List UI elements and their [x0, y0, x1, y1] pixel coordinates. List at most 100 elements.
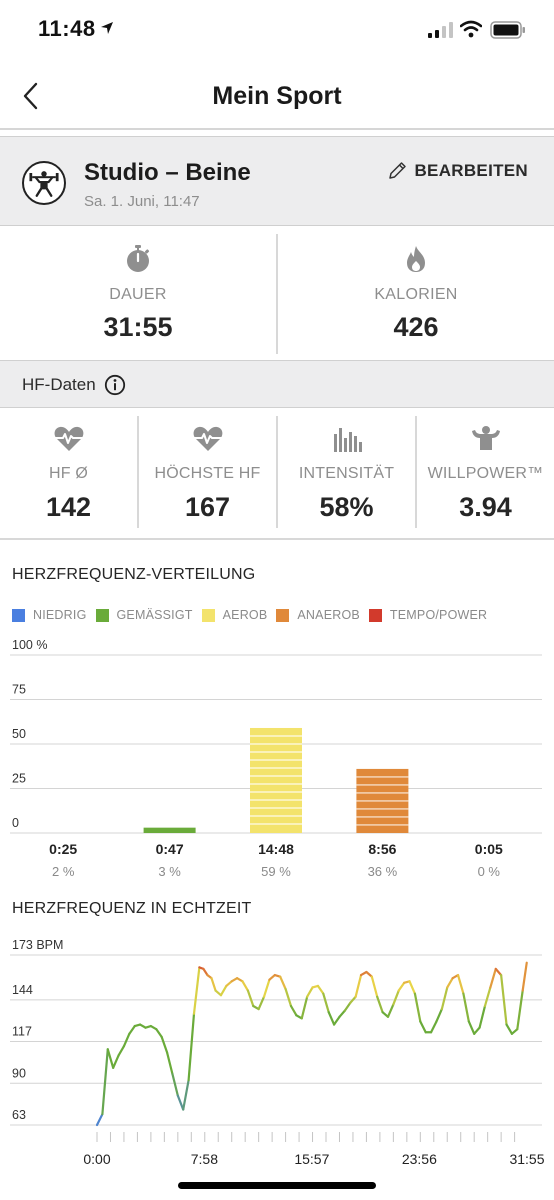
- heart-rate-line-segment: [483, 986, 492, 1008]
- stat-label: WILLPOWER™: [427, 465, 544, 482]
- x-tick-label: 0:00: [83, 1151, 110, 1167]
- edit-label: BEARBEITEN: [414, 161, 528, 180]
- heart-rate-line-segment: [210, 977, 217, 992]
- wifi-icon: [460, 20, 482, 38]
- chart-legend: NIEDRIG GEMÄSSIGT AEROB ANAEROB TEMPO/PO…: [12, 606, 496, 624]
- stat-label: HÖCHSTE HF: [154, 465, 261, 482]
- heart-rate-line-segment: [435, 1007, 443, 1023]
- heart-rate-line-segment: [343, 1001, 352, 1012]
- heart-rate-line-segment: [386, 1003, 395, 1018]
- legend-item-anaerob: ANAEROB: [276, 608, 360, 622]
- heart-pulse-icon: [193, 426, 222, 451]
- heart-rate-line-segment: [279, 975, 287, 991]
- bar-percent-label: 2 %: [52, 864, 75, 879]
- heart-rate-line-segment: [338, 1009, 346, 1018]
- y-tick-label: 0: [12, 816, 19, 830]
- page-title: Mein Sport: [212, 82, 342, 110]
- realtime-chart: 173 BPM 144 117 90 63 0:00 7:58 15:57 23:56 31:55: [10, 938, 545, 1167]
- hf-stats: HF Ø 142 HÖCHSTE HF 167 INTENSITÄT 58% W…: [0, 408, 554, 540]
- legend-item-niedrig: NIEDRIG: [12, 608, 87, 622]
- legend-swatch: [201, 608, 215, 622]
- heart-rate-line-segment: [241, 980, 249, 992]
- heart-rate-line-segment: [268, 973, 276, 981]
- heart-rate-line-segment: [478, 1004, 487, 1029]
- x-tick-label: 23:56: [402, 1151, 437, 1167]
- heart-rate-line-segment: [462, 992, 470, 1023]
- summary-stats: DAUER 31:55 KALORIEN 426: [0, 226, 554, 360]
- bar-time-label: 0:05: [475, 841, 503, 857]
- legend-label: GEMÄSSIGT: [116, 608, 193, 622]
- x-tick-label: 31:55: [509, 1151, 544, 1167]
- heart-rate-line-segment: [219, 984, 228, 997]
- x-tick-label: 7:58: [191, 1151, 218, 1167]
- info-icon[interactable]: [104, 374, 126, 396]
- heart-rate-line-segment: [128, 1024, 136, 1035]
- heart-rate-line-segment: [429, 1020, 438, 1034]
- heart-rate-line-segment: [467, 1020, 476, 1035]
- heart-rate-line-segment: [316, 984, 325, 995]
- heart-rate-line-segment: [202, 967, 209, 977]
- heart-rate-line-segment: [494, 967, 503, 977]
- nav-bar: Mein Sport: [0, 58, 554, 130]
- heart-rate-line-segment: [246, 989, 255, 1008]
- legend-swatch: [276, 608, 290, 622]
- heart-rate-line-segment: [95, 1113, 104, 1127]
- x-tick-label: 15:57: [294, 1151, 329, 1167]
- heart-rate-line-segment: [376, 995, 384, 1014]
- heart-rate-line-segment: [122, 1032, 131, 1048]
- stat-label: KALORIEN: [374, 286, 458, 303]
- heart-rate-line-segment: [327, 1011, 336, 1026]
- heart-rate-line-segment: [225, 980, 233, 988]
- heart-rate-line-segment: [182, 1079, 190, 1111]
- y-tick-label: 100 %: [12, 638, 47, 652]
- bar-time-label: 0:47: [156, 841, 184, 857]
- muscle-man-icon: [471, 426, 500, 450]
- heart-rate-line-segment: [306, 986, 314, 998]
- bar-time-label: 0:25: [49, 841, 77, 857]
- stat-value: 142: [45, 492, 92, 522]
- activity-date: Sa. 1. Juni, 11:47: [84, 193, 200, 210]
- heart-rate-line-segment: [397, 981, 406, 992]
- heart-rate-line-segment: [165, 1051, 174, 1076]
- stat-value: 31:55: [103, 312, 173, 342]
- stat-value: 3.94: [459, 492, 512, 522]
- bar-chart-icon: [333, 428, 362, 452]
- bar-percent-label: 3 %: [158, 864, 181, 879]
- edit-button[interactable]: BEARBEITEN: [386, 157, 528, 185]
- stat-label: INTENSITÄT: [298, 465, 395, 482]
- heart-rate-line-segment: [176, 1094, 185, 1111]
- bar-percent-label: 0 %: [478, 864, 501, 879]
- legend-label: ANAEROB: [297, 608, 360, 622]
- back-button[interactable]: [18, 80, 46, 112]
- y-tick-label: 117: [12, 1025, 32, 1039]
- legend-label: TEMPO/POWER: [389, 608, 488, 622]
- heart-rate-line-segment: [171, 1072, 179, 1097]
- heart-rate-line-segment: [106, 1048, 115, 1069]
- heart-rate-line-segment: [365, 970, 373, 978]
- heart-rate-line-segment: [160, 1035, 169, 1054]
- heart-rate-line-segment: [419, 1020, 427, 1034]
- realtime-chart-title: HERZFREQUENZ IN ECHTZEIT: [12, 900, 252, 917]
- legend-swatch: [368, 608, 382, 622]
- heart-rate-line-segment: [473, 1026, 481, 1035]
- legend-swatch: [12, 608, 25, 622]
- stat-value: 58%: [319, 492, 374, 522]
- stat-label: HF Ø: [48, 465, 89, 482]
- heart-rate-line-segment: [289, 1004, 298, 1017]
- y-tick-label: 173 BPM: [12, 938, 63, 952]
- status-bar: 11:48: [0, 0, 554, 58]
- y-tick-label: 63: [12, 1108, 26, 1122]
- heart-rate-line-segment: [456, 973, 465, 995]
- home-indicator[interactable]: [178, 1182, 376, 1189]
- heart-rate-line-segment: [500, 973, 508, 1026]
- heart-rate-line-segment: [192, 966, 201, 1015]
- heart-rate-line-segment: [489, 967, 497, 989]
- heart-rate-line-segment: [322, 992, 330, 1014]
- heart-rate-line-segment: [510, 1028, 519, 1035]
- heart-rate-line-segment: [117, 1045, 126, 1057]
- y-tick-label: 75: [12, 683, 26, 697]
- y-tick-label: 25: [12, 772, 26, 786]
- bar-percent-label: 36 %: [368, 864, 398, 879]
- duration-stat: DAUER 31:55: [0, 226, 276, 360]
- calories-stat: KALORIEN 426: [276, 234, 554, 354]
